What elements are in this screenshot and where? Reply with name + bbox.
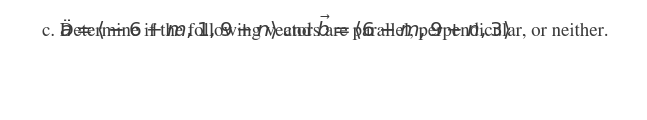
Text: c. Determine if the following vectors are parallel, perpendicular, or neither.: c. Determine if the following vectors ar… [42,22,608,40]
Text: $\ddot{a} = \langle -6 + m, 1, 9 + n\rangle$ and $\vec{b} = \langle 6 - m, 9 + n: $\ddot{a} = \langle -6 + m, 1, 9 + n\ran… [59,14,510,42]
